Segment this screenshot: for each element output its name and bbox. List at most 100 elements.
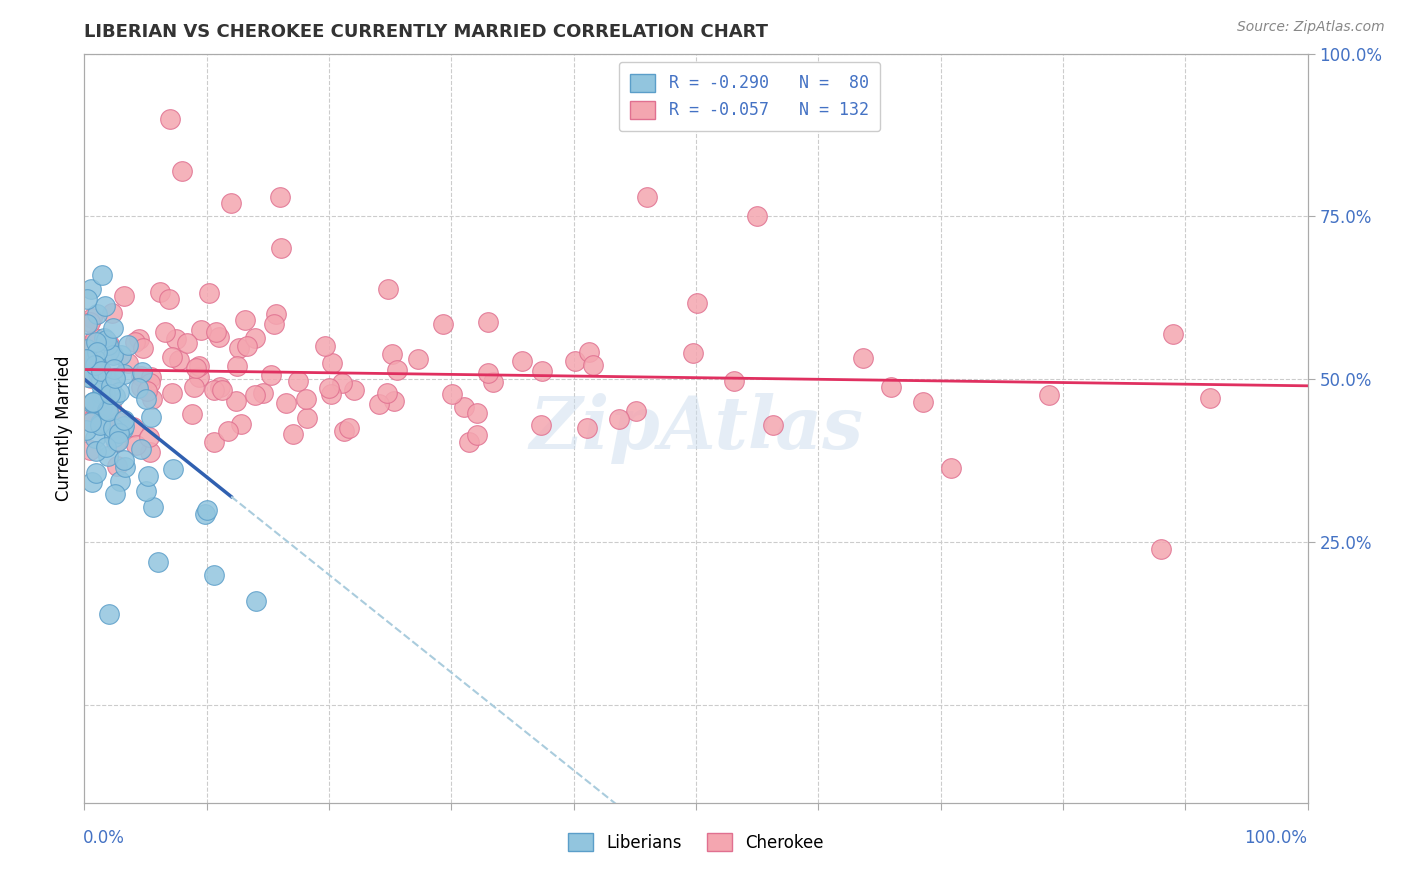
Point [75,352,97,367]
Point [287,374,309,388]
Point [80,370,103,384]
Point [624,404,647,418]
Y-axis label: Currently Married: Currently Married [55,355,73,501]
Point [852,351,875,365]
Point [112,422,135,436]
Point [96,338,118,352]
Point [77,352,100,367]
Point [79,315,101,329]
Point [408,351,430,366]
Point [233,313,256,327]
Text: LIBERIAN VS CHEROKEE CURRENTLY MARRIED CORRELATION CHART: LIBERIAN VS CHEROKEE CURRENTLY MARRIED C… [84,23,768,41]
Point [229,417,252,432]
Point [94,334,117,348]
Point [530,417,553,432]
Point [263,317,285,331]
Point [89,418,111,433]
Point [382,393,405,408]
Point [82,475,104,490]
Point [107,434,129,448]
Point [94,387,117,401]
Point [79,405,101,419]
Point [86,345,108,359]
Point [367,397,389,411]
Point [939,461,962,475]
Point [76,292,98,306]
Point [96,440,118,454]
Point [747,210,769,224]
Point [112,413,135,427]
Point [105,419,128,434]
Point [194,507,217,521]
Point [911,395,934,409]
Point [157,292,180,306]
Point [76,317,98,331]
Point [103,348,125,362]
Point [82,311,104,326]
Point [86,307,108,321]
Point [211,383,233,397]
Point [205,325,228,339]
Point [457,435,479,450]
Point [86,413,108,427]
Point [101,321,124,335]
Point [139,410,162,425]
Point [385,363,408,377]
Point [79,369,101,384]
Point [96,402,118,417]
Point [105,458,128,473]
Point [77,370,100,384]
Point [112,419,135,434]
Point [79,414,101,428]
Point [122,420,145,434]
Point [314,339,336,353]
Point [1198,391,1220,405]
Point [190,323,212,337]
Point [105,434,128,449]
Point [582,358,605,372]
Point [108,425,131,440]
Point [107,415,129,429]
Point [93,331,115,345]
Point [91,401,114,415]
Point [270,241,292,255]
Point [165,332,187,346]
Point [103,430,125,444]
Point [160,386,183,401]
Point [208,330,231,344]
Point [103,420,125,434]
Point [80,415,103,429]
Point [575,421,598,435]
Point [90,366,112,380]
Point [337,421,360,435]
Point [465,405,488,419]
Point [228,341,250,355]
Point [97,404,120,418]
Legend: Liberians, Cherokee: Liberians, Cherokee [558,823,834,862]
Point [198,286,221,301]
Point [332,424,354,438]
Point [125,438,148,452]
Point [762,418,785,433]
Point [264,307,287,321]
Point [112,368,135,382]
Point [243,331,266,345]
Point [723,374,745,388]
Point [82,395,104,409]
Point [84,359,107,373]
Point [80,335,103,350]
Point [100,400,122,414]
Point [131,365,153,379]
Point [139,445,162,459]
Point [149,285,172,299]
Point [343,384,366,398]
Point [225,394,247,409]
Point [104,389,127,403]
Point [104,487,127,501]
Point [269,190,291,204]
Point [636,190,658,204]
Point [235,339,257,353]
Point [195,502,218,516]
Point [172,163,194,178]
Point [159,112,181,126]
